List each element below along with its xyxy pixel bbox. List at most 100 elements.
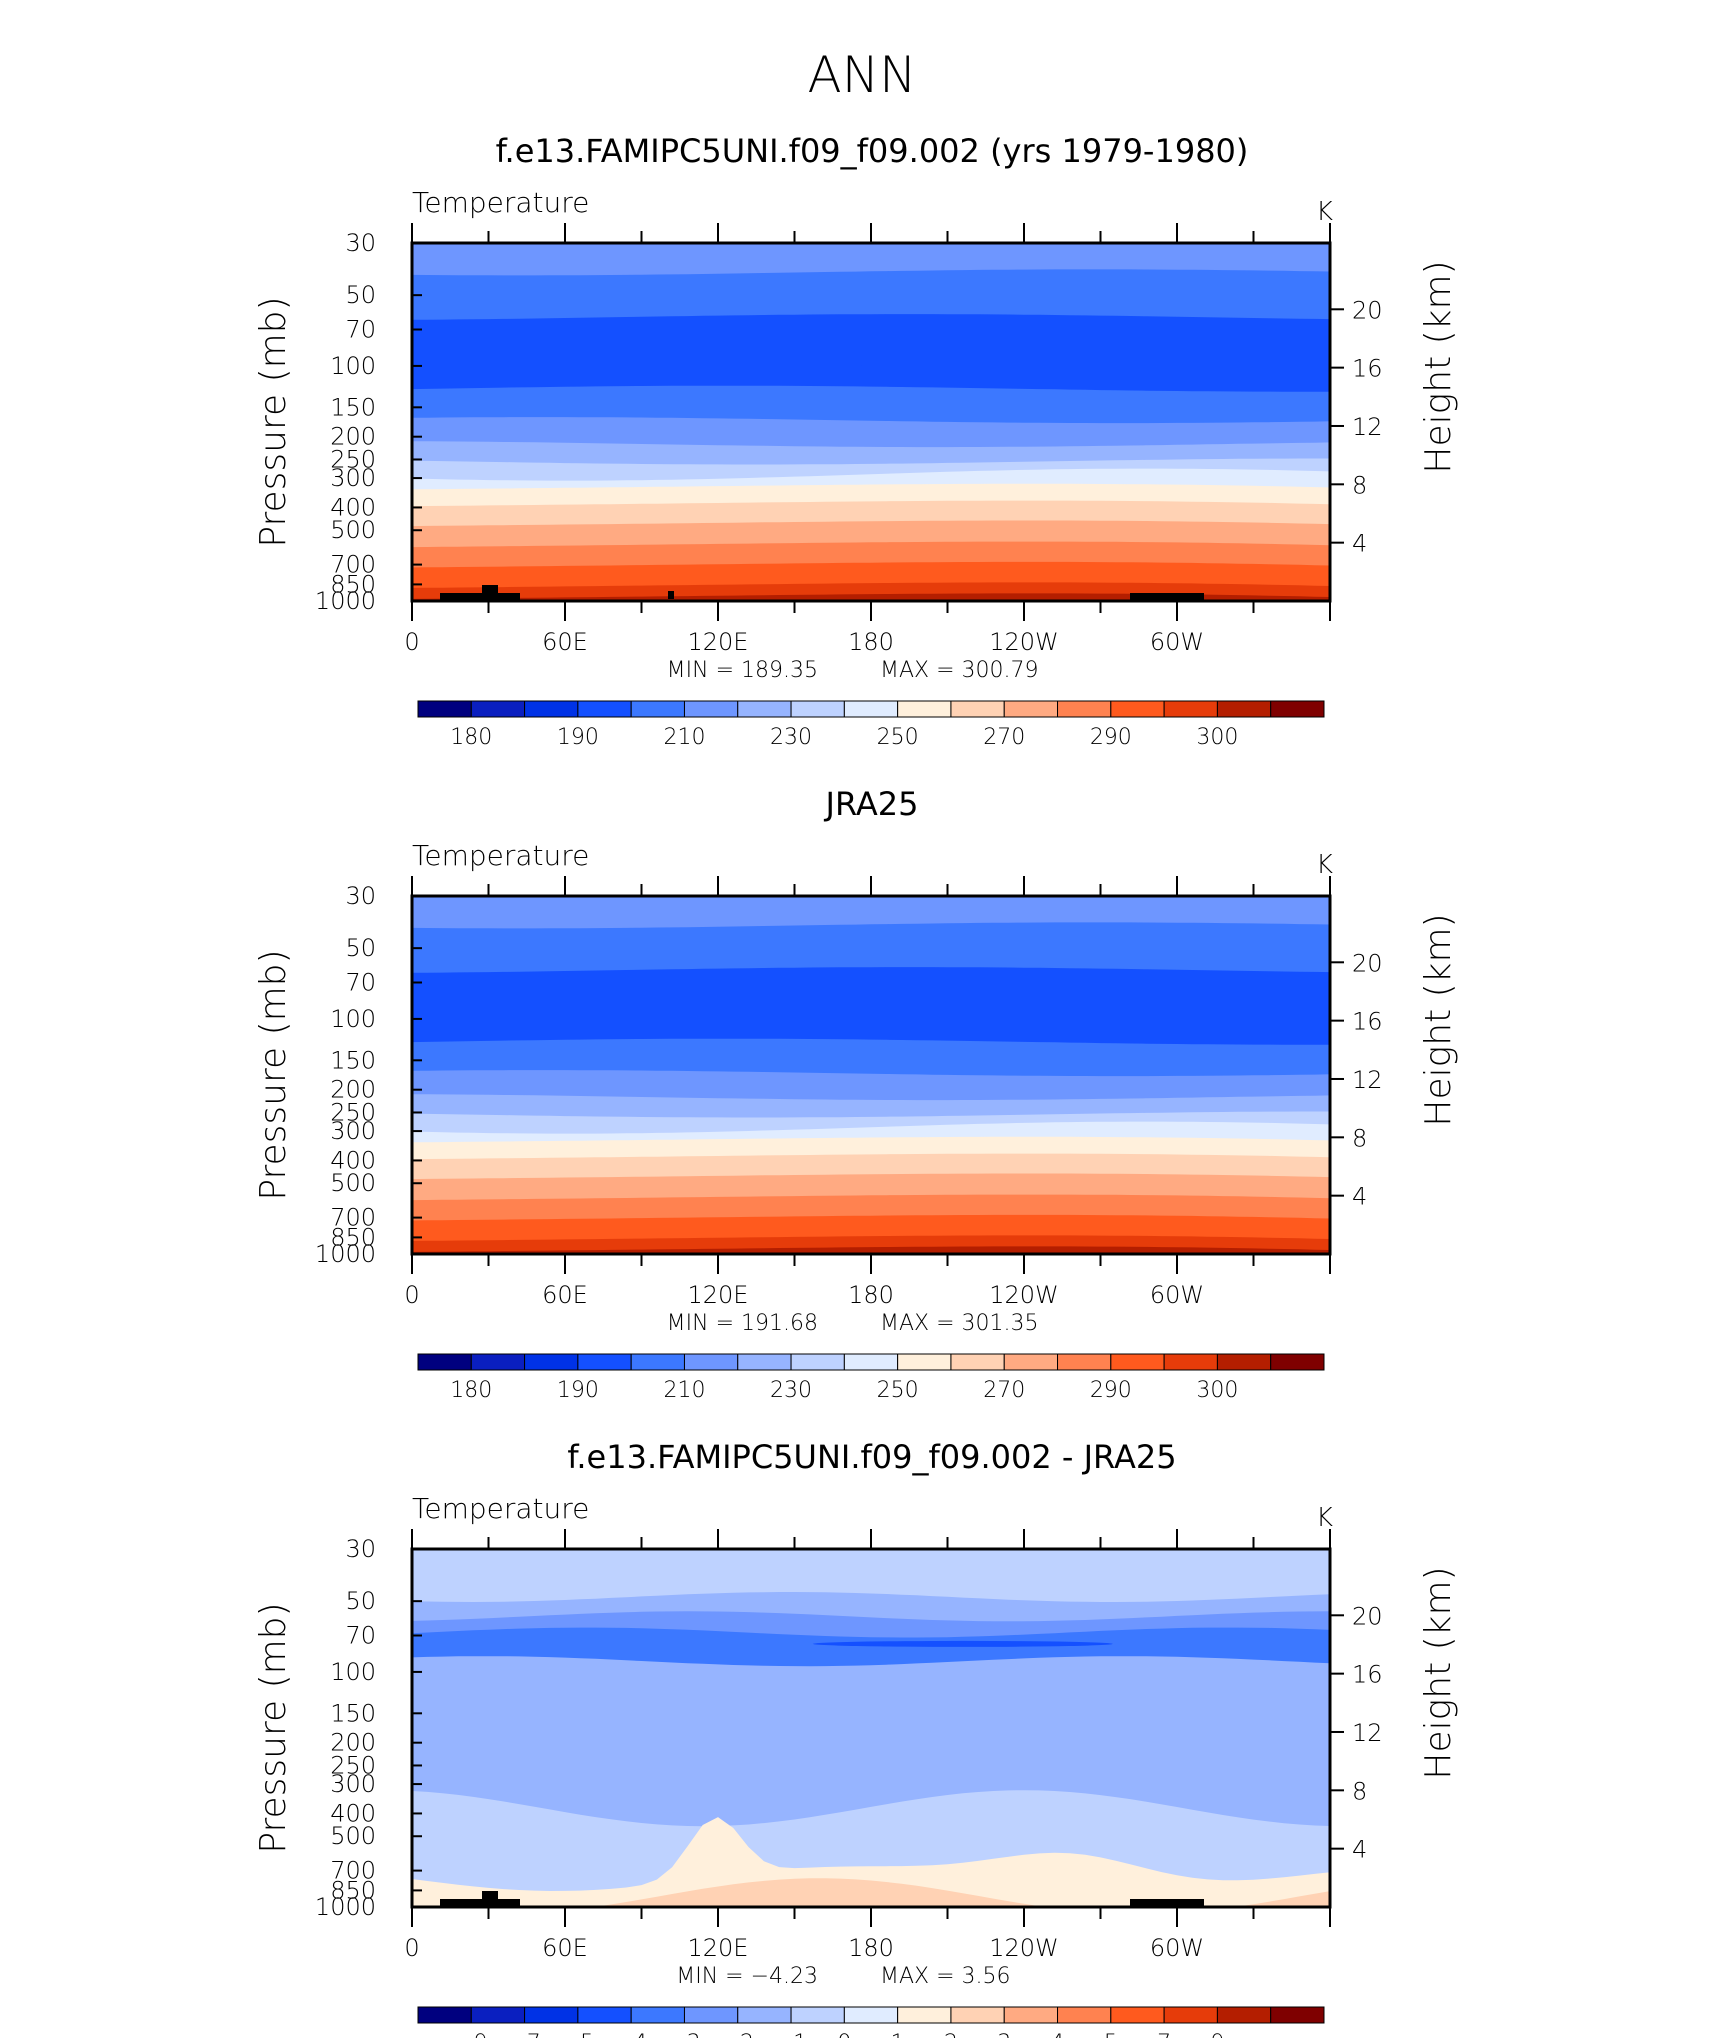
y-tick-label: 700 bbox=[330, 551, 376, 579]
colorbar-swatch bbox=[417, 2006, 472, 2024]
y2-tick-label: 4 bbox=[1352, 1836, 1367, 1864]
y-tick-label: 70 bbox=[345, 969, 376, 997]
y-tick-label: 500 bbox=[330, 1169, 376, 1197]
topography bbox=[1130, 593, 1204, 601]
topography bbox=[440, 593, 520, 601]
y2-tick-label: 16 bbox=[1352, 355, 1383, 383]
colorbar-label: 290 bbox=[1090, 1378, 1132, 1403]
panel-title: JRA25 bbox=[824, 785, 919, 823]
y2-tick-label: 12 bbox=[1352, 1719, 1383, 1747]
y2-axis-title: Height (km) bbox=[1418, 260, 1459, 473]
y-tick-label: 70 bbox=[345, 316, 376, 344]
y-tick-label: 200 bbox=[330, 1729, 376, 1757]
y2-tick-label: 4 bbox=[1352, 530, 1367, 558]
colorbar-swatch bbox=[790, 1353, 845, 1371]
colorbar-label: 0 bbox=[837, 2031, 851, 2038]
figure-title: ANN bbox=[807, 46, 916, 104]
units-label: K bbox=[1316, 850, 1333, 880]
contour-band-min bbox=[742, 361, 863, 370]
colorbar-label: 300 bbox=[1196, 725, 1238, 750]
max-label: MAX = 300.79 bbox=[880, 658, 1039, 683]
x-tick-label: 120W bbox=[989, 1934, 1059, 1962]
y-tick-label: 30 bbox=[345, 1535, 376, 1563]
colorbar-label: 230 bbox=[770, 725, 812, 750]
variable-label: Temperature bbox=[412, 1492, 589, 1525]
x-tick-label: 180 bbox=[848, 628, 894, 656]
colorbar-swatch bbox=[470, 2006, 526, 2024]
topography bbox=[440, 1899, 520, 1907]
x-tick-label: 60W bbox=[1150, 1281, 1204, 1309]
colorbar-label: 290 bbox=[1090, 725, 1132, 750]
y-tick-label: 50 bbox=[345, 281, 376, 309]
panel-title: f.e13.FAMIPC5UNI.f09_f09.002 - JRA25 bbox=[567, 1438, 1176, 1476]
colorbar-label: 250 bbox=[877, 725, 919, 750]
topography bbox=[668, 591, 674, 599]
colorbar-swatch bbox=[1057, 1353, 1112, 1371]
contour-band bbox=[412, 1817, 1330, 1907]
colorbar-swatch bbox=[790, 2006, 845, 2024]
colorbar-swatch bbox=[737, 2006, 792, 2024]
colorbar-swatch bbox=[1270, 1353, 1325, 1371]
colorbar-swatch bbox=[524, 1353, 579, 1371]
colorbar-swatch bbox=[1163, 2006, 1218, 2024]
y-axis-title: Pressure (mb) bbox=[253, 296, 294, 547]
y2-axis-title: Height (km) bbox=[1418, 1566, 1459, 1779]
contour-band bbox=[594, 1878, 1330, 1907]
max-label: MAX = 3.56 bbox=[880, 1964, 1011, 1989]
colorbar-swatch bbox=[897, 700, 952, 718]
x-tick-label: 60E bbox=[542, 628, 588, 656]
colorbar-label: 190 bbox=[557, 725, 599, 750]
y2-tick-label: 8 bbox=[1352, 1777, 1367, 1805]
colorbar-label: −1 bbox=[775, 2031, 807, 2038]
colorbar-swatch bbox=[577, 1353, 632, 1371]
x-tick-label: 60E bbox=[542, 1934, 588, 1962]
colorbar-label: 9 bbox=[1210, 2031, 1224, 2038]
colorbar-label: −4 bbox=[615, 2031, 647, 2038]
colorbar-label: 210 bbox=[663, 725, 705, 750]
colorbar-swatch bbox=[1110, 2006, 1165, 2024]
colorbar-swatch bbox=[897, 1353, 952, 1371]
y-tick-label: 850 bbox=[330, 1876, 376, 1904]
y2-axis-title: Height (km) bbox=[1418, 913, 1459, 1126]
x-tick-label: 180 bbox=[848, 1934, 894, 1962]
colorbar-label: −2 bbox=[722, 2031, 754, 2038]
y-tick-label: 50 bbox=[345, 1587, 376, 1615]
colorbar-swatch bbox=[1110, 700, 1165, 718]
y-tick-label: 50 bbox=[345, 934, 376, 962]
colorbar-label: 4 bbox=[1051, 2031, 1065, 2038]
x-tick-label: 120E bbox=[688, 1281, 749, 1309]
colorbar-label: 210 bbox=[663, 1378, 705, 1403]
colorbar-swatch bbox=[683, 700, 739, 718]
colorbar-swatch bbox=[897, 2006, 952, 2024]
y-tick-label: 300 bbox=[330, 1117, 376, 1145]
x-tick-label: 120W bbox=[989, 628, 1059, 656]
y-tick-label: 100 bbox=[330, 1658, 376, 1686]
panel-diff: f.e13.FAMIPC5UNI.f09_f09.002 - JRA25 Temp… bbox=[253, 1438, 1459, 2038]
colorbar-label: 2 bbox=[944, 2031, 958, 2038]
x-tick-label: 60E bbox=[542, 1281, 588, 1309]
colorbar-swatch bbox=[577, 2006, 632, 2024]
y-tick-label: 250 bbox=[330, 1751, 376, 1779]
colorbar-swatch bbox=[843, 1353, 899, 1371]
colorbar-swatch bbox=[683, 2006, 739, 2024]
contour-field bbox=[412, 243, 1330, 601]
y-tick-label: 150 bbox=[330, 1699, 376, 1727]
y-tick-label: 400 bbox=[330, 1146, 376, 1174]
colorbar-swatch bbox=[524, 700, 579, 718]
colorbar-label: 190 bbox=[557, 1378, 599, 1403]
colorbar-swatch bbox=[1163, 1353, 1218, 1371]
colorbar-label: −5 bbox=[562, 2031, 594, 2038]
y-tick-label: 30 bbox=[345, 229, 376, 257]
max-label: MAX = 301.35 bbox=[880, 1311, 1039, 1336]
min-label: MIN = −4.23 bbox=[676, 1964, 818, 1989]
y-axis-title: Pressure (mb) bbox=[253, 1602, 294, 1853]
colorbar-swatch bbox=[1216, 1353, 1272, 1371]
contour-band bbox=[412, 1246, 1330, 1254]
colorbar-swatch bbox=[1003, 2006, 1059, 2024]
colorbar-swatch bbox=[843, 2006, 899, 2024]
x-tick-label: 0 bbox=[404, 1934, 419, 1962]
min-label: MIN = 189.35 bbox=[667, 658, 818, 683]
x-tick-label: 60W bbox=[1150, 1934, 1204, 1962]
